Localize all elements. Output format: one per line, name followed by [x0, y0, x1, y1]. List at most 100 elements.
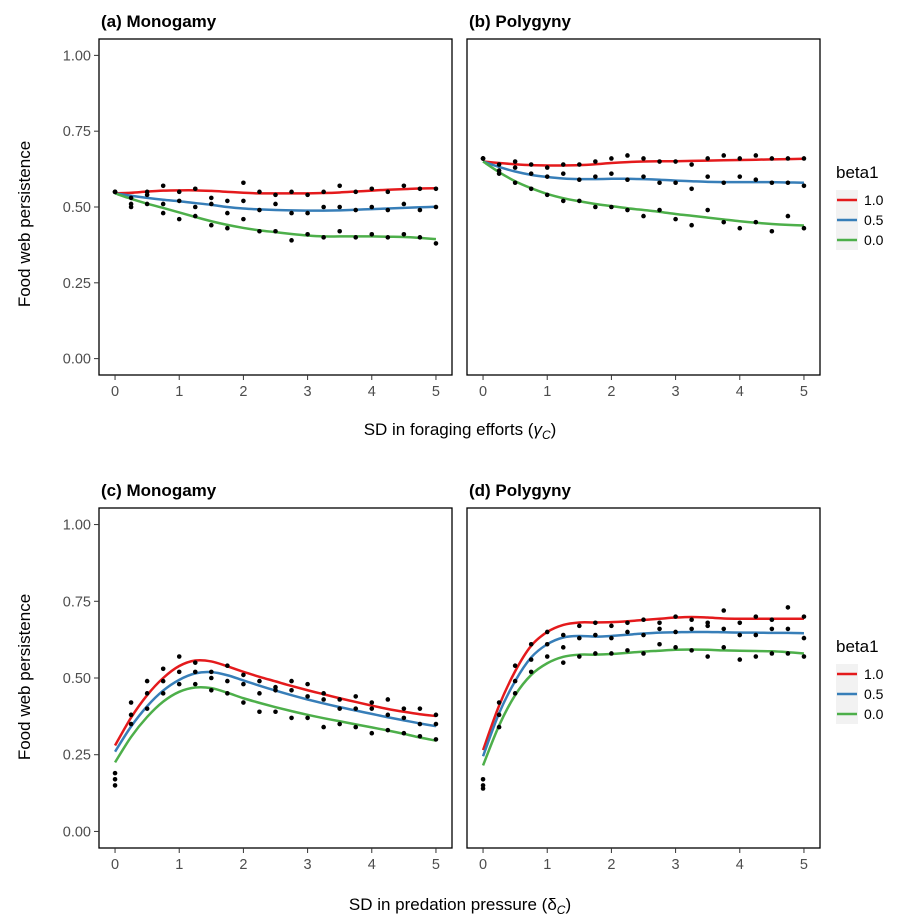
data-point-beta1-0-0	[112, 783, 118, 788]
data-point-beta1-0-0	[593, 651, 598, 656]
data-point-beta1-0-5	[337, 706, 342, 711]
data-point-beta1-0-5	[192, 204, 198, 210]
data-point-beta1-0-0	[128, 204, 134, 210]
data-point-beta1-1-0	[496, 162, 502, 167]
data-point-beta1-0-5	[241, 681, 246, 687]
data-point-beta1-0-0	[225, 691, 230, 696]
data-point-beta1-0-5	[657, 626, 662, 632]
data-point-beta1-0-0	[225, 225, 230, 231]
data-point-beta1-0-0	[609, 204, 614, 210]
data-point-beta1-0-5	[737, 174, 743, 179]
panel-frame	[466, 507, 821, 849]
data-point-beta1-1-0	[417, 706, 423, 711]
data-point-beta1-0-0	[321, 724, 326, 730]
data-point-beta1-0-0	[385, 727, 391, 733]
data-point-beta1-0-5	[753, 177, 759, 183]
data-point-beta1-0-5	[689, 626, 694, 632]
data-point-beta1-0-5	[209, 675, 214, 681]
data-point-beta1-0-0	[705, 654, 710, 659]
panel-title: (c) Monogamy	[101, 481, 217, 500]
data-point-beta1-0-5	[801, 183, 807, 189]
data-point-beta1-1-0	[560, 632, 566, 638]
data-point-beta1-0-5	[209, 201, 214, 207]
plot-area	[112, 180, 439, 246]
panel-c: (c) Monogamy 0 1 2 3 4 5 0.00 0.25 0.50 0.75 1.00	[63, 481, 453, 873]
data-point-beta1-1-0	[257, 678, 262, 684]
data-point-beta1-0-0	[496, 724, 502, 730]
data-point-beta1-0-0	[176, 216, 182, 222]
data-point-beta1-1-0	[560, 162, 566, 167]
data-point-beta1-0-5	[176, 198, 182, 204]
data-point-beta1-0-5	[417, 721, 423, 727]
data-point-beta1-1-0	[337, 697, 342, 702]
data-point-beta1-1-0	[480, 776, 486, 782]
panel-b: (b) Polygyny 0 1 2 3 4 5	[466, 12, 821, 400]
data-point-beta1-0-0	[289, 238, 294, 243]
x-axis-label-bottom-main: SD in predation pressure (	[349, 895, 548, 914]
data-point-beta1-1-0	[625, 153, 630, 158]
data-point-beta1-1-0	[209, 195, 214, 201]
data-point-beta1-0-0	[433, 241, 439, 246]
data-point-beta1-0-5	[785, 180, 791, 186]
x-axis-label-bottom-sub: C	[557, 903, 566, 917]
data-point-beta1-1-0	[641, 617, 646, 622]
data-point-beta1-0-5	[657, 180, 662, 186]
y-tick-label: 0.75	[63, 594, 91, 610]
data-point-beta1-1-0	[577, 623, 582, 629]
data-point-beta1-0-0	[241, 216, 246, 222]
data-point-beta1-1-0	[433, 712, 439, 718]
data-point-beta1-0-5	[769, 180, 775, 186]
y-tick-label: 0.00	[63, 352, 91, 368]
data-point-beta1-1-0	[401, 183, 407, 189]
x-tick-label: 2	[607, 384, 615, 400]
data-point-beta1-0-0	[609, 651, 614, 656]
data-point-beta1-0-5	[593, 632, 598, 638]
data-point-beta1-0-5	[417, 207, 423, 213]
data-point-beta1-1-0	[209, 669, 214, 675]
x-tick-label: 5	[432, 384, 440, 400]
data-point-beta1-0-5	[609, 171, 614, 176]
data-point-beta1-0-5	[801, 635, 807, 641]
data-point-beta1-0-5	[705, 623, 710, 629]
data-point-beta1-1-0	[528, 641, 534, 647]
data-point-beta1-0-0	[689, 222, 694, 228]
data-point-beta1-0-5	[160, 678, 166, 684]
data-point-beta1-1-0	[192, 186, 198, 192]
data-point-beta1-0-0	[305, 715, 310, 721]
data-point-beta1-0-5	[289, 210, 294, 216]
panel-a: (a) Monogamy 0 1 2 3 4 5 0.00 0.25 0.50 0.75 1.00	[63, 12, 453, 400]
data-point-beta1-1-0	[241, 672, 246, 678]
data-point-beta1-0-5	[625, 629, 630, 635]
data-point-beta1-0-0	[625, 207, 630, 213]
data-point-beta1-0-0	[209, 687, 214, 693]
data-point-beta1-1-0	[192, 660, 198, 665]
data-point-beta1-0-5	[241, 198, 246, 204]
data-point-beta1-1-0	[225, 663, 230, 669]
data-point-beta1-0-0	[160, 691, 166, 696]
data-point-beta1-0-0	[753, 654, 759, 659]
trend-line-beta1-0-0	[481, 648, 805, 766]
data-point-beta1-1-0	[544, 629, 550, 635]
panel-title: (a) Monogamy	[101, 12, 217, 31]
data-point-beta1-0-5	[257, 691, 262, 696]
y-tick-label: 0.50	[63, 671, 91, 687]
data-point-beta1-1-0	[689, 617, 694, 622]
legend-label-0-0: 0.0	[864, 232, 884, 248]
data-point-beta1-0-5	[289, 687, 294, 693]
data-point-beta1-1-0	[289, 678, 294, 684]
y-tick-label: 1.00	[63, 518, 91, 534]
x-axis-label-top-symbol: γ	[533, 420, 543, 439]
data-point-beta1-0-0	[737, 225, 743, 231]
data-point-beta1-0-0	[257, 709, 262, 715]
x-axis-label-top-end: )	[551, 420, 557, 439]
x-tick-label: 3	[304, 857, 312, 873]
x-axis-label-top: SD in foraging efforts (γC)	[364, 420, 557, 442]
data-point-beta1-0-5	[305, 210, 310, 216]
data-point-beta1-0-0	[209, 222, 214, 228]
data-point-beta1-0-5	[609, 635, 614, 641]
data-point-beta1-1-0	[385, 697, 391, 702]
data-point-beta1-1-0	[337, 183, 342, 189]
data-point-beta1-1-0	[593, 620, 598, 626]
data-point-beta1-1-0	[528, 162, 534, 167]
